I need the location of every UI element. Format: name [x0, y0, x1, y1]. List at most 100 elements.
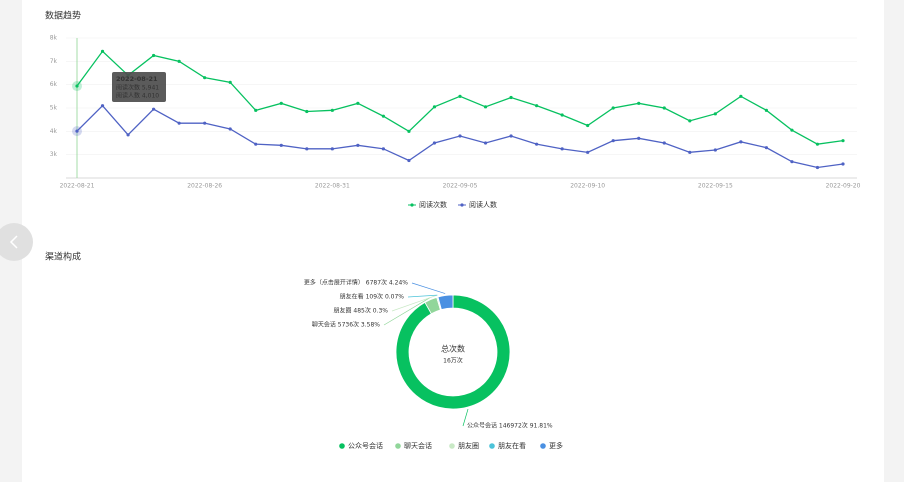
leader-line — [391, 294, 437, 312]
point — [688, 119, 692, 123]
point — [841, 162, 845, 166]
point — [764, 146, 769, 150]
point — [611, 106, 615, 110]
legend-marker — [395, 443, 401, 449]
point — [662, 141, 666, 145]
point — [662, 106, 666, 110]
x-tick-label: 2022-09-05 — [443, 183, 478, 190]
tooltip-line: 阅读次数 5,941 — [116, 84, 159, 92]
slice-label: 更多（点击展开详情） 6787次 4.24% — [304, 279, 408, 287]
x-tick-label: 2022-09-10 — [570, 183, 605, 190]
legend-label: 朋友圈 — [458, 441, 479, 450]
legend-marker — [540, 443, 546, 449]
slice-label: 朋友在看 109次 0.07% — [340, 293, 405, 301]
legend-label: 阅读人数 — [469, 200, 497, 209]
point — [483, 141, 488, 145]
legend-label: 更多 — [549, 441, 563, 450]
point — [509, 134, 513, 138]
point — [739, 140, 743, 144]
legend-marker — [489, 443, 495, 449]
point — [688, 150, 692, 154]
x-tick-label: 2022-09-15 — [698, 183, 733, 190]
point — [790, 160, 794, 164]
y-tick-label: 7k — [50, 58, 58, 65]
slice-label: 朋友圈 485次 0.3% — [333, 307, 388, 315]
point — [100, 104, 105, 108]
point — [483, 105, 488, 109]
point — [330, 147, 334, 151]
point — [535, 142, 539, 146]
legend-marker — [460, 203, 464, 207]
point — [790, 128, 794, 132]
point — [560, 113, 564, 117]
point — [152, 107, 156, 111]
point — [764, 108, 769, 112]
x-tick-label: 2022-08-21 — [60, 183, 95, 190]
point — [815, 165, 820, 170]
x-tick-label: 2022-09-20 — [826, 183, 861, 190]
point — [126, 133, 130, 137]
point — [279, 143, 283, 147]
point — [637, 136, 641, 140]
point — [739, 94, 743, 98]
legend-marker — [449, 443, 455, 449]
point — [432, 105, 437, 109]
legend-label: 阅读次数 — [419, 200, 447, 209]
point — [713, 112, 717, 116]
point — [330, 108, 334, 112]
point — [407, 158, 411, 163]
y-tick-label: 8k — [50, 35, 58, 42]
prev-button[interactable] — [0, 223, 33, 261]
point — [432, 141, 437, 145]
section-title: 数据趋势 — [45, 10, 81, 22]
point — [586, 150, 590, 154]
tooltip-title: 2022-08-21 — [116, 75, 158, 83]
point — [203, 121, 207, 125]
point — [279, 101, 283, 105]
point — [152, 53, 156, 58]
point — [75, 84, 79, 88]
legend-label: 朋友在看 — [498, 441, 526, 450]
point — [177, 121, 181, 125]
leader-line — [411, 282, 446, 294]
y-tick-label: 3k — [50, 151, 58, 158]
point — [637, 101, 641, 105]
point — [356, 101, 360, 105]
point — [381, 114, 385, 118]
legend-label: 聊天会话 — [404, 441, 432, 450]
point — [305, 109, 309, 114]
point — [560, 147, 564, 151]
y-tick-label: 5k — [50, 105, 58, 112]
point — [203, 76, 207, 80]
x-tick-label: 2022-08-26 — [187, 183, 222, 190]
point — [407, 129, 411, 133]
center-title: 总次数 — [441, 344, 465, 354]
point — [841, 139, 845, 143]
slice-label: 公众号会话 146972次 91.81% — [467, 422, 553, 430]
point — [535, 104, 539, 108]
prev-icon — [9, 235, 18, 249]
slice — [437, 294, 454, 311]
point — [177, 59, 181, 63]
point — [254, 142, 258, 146]
legend-marker — [410, 203, 414, 207]
x-tick-label: 2022-08-31 — [315, 183, 350, 190]
point — [75, 129, 79, 133]
point — [509, 95, 513, 100]
point — [381, 147, 385, 151]
point — [228, 80, 232, 84]
point — [611, 139, 615, 143]
leader-line — [383, 297, 431, 326]
point — [458, 134, 462, 138]
section-title: 渠道构成 — [45, 251, 81, 263]
legend-label: 公众号会话 — [348, 441, 383, 450]
point — [254, 108, 258, 112]
point — [458, 94, 462, 98]
tooltip — [112, 72, 166, 102]
y-tick-label: 6k — [50, 81, 58, 88]
point — [356, 143, 360, 147]
center-subtitle: 16万次 — [443, 357, 463, 365]
point — [305, 147, 309, 151]
slice — [395, 294, 511, 410]
point — [586, 123, 590, 128]
